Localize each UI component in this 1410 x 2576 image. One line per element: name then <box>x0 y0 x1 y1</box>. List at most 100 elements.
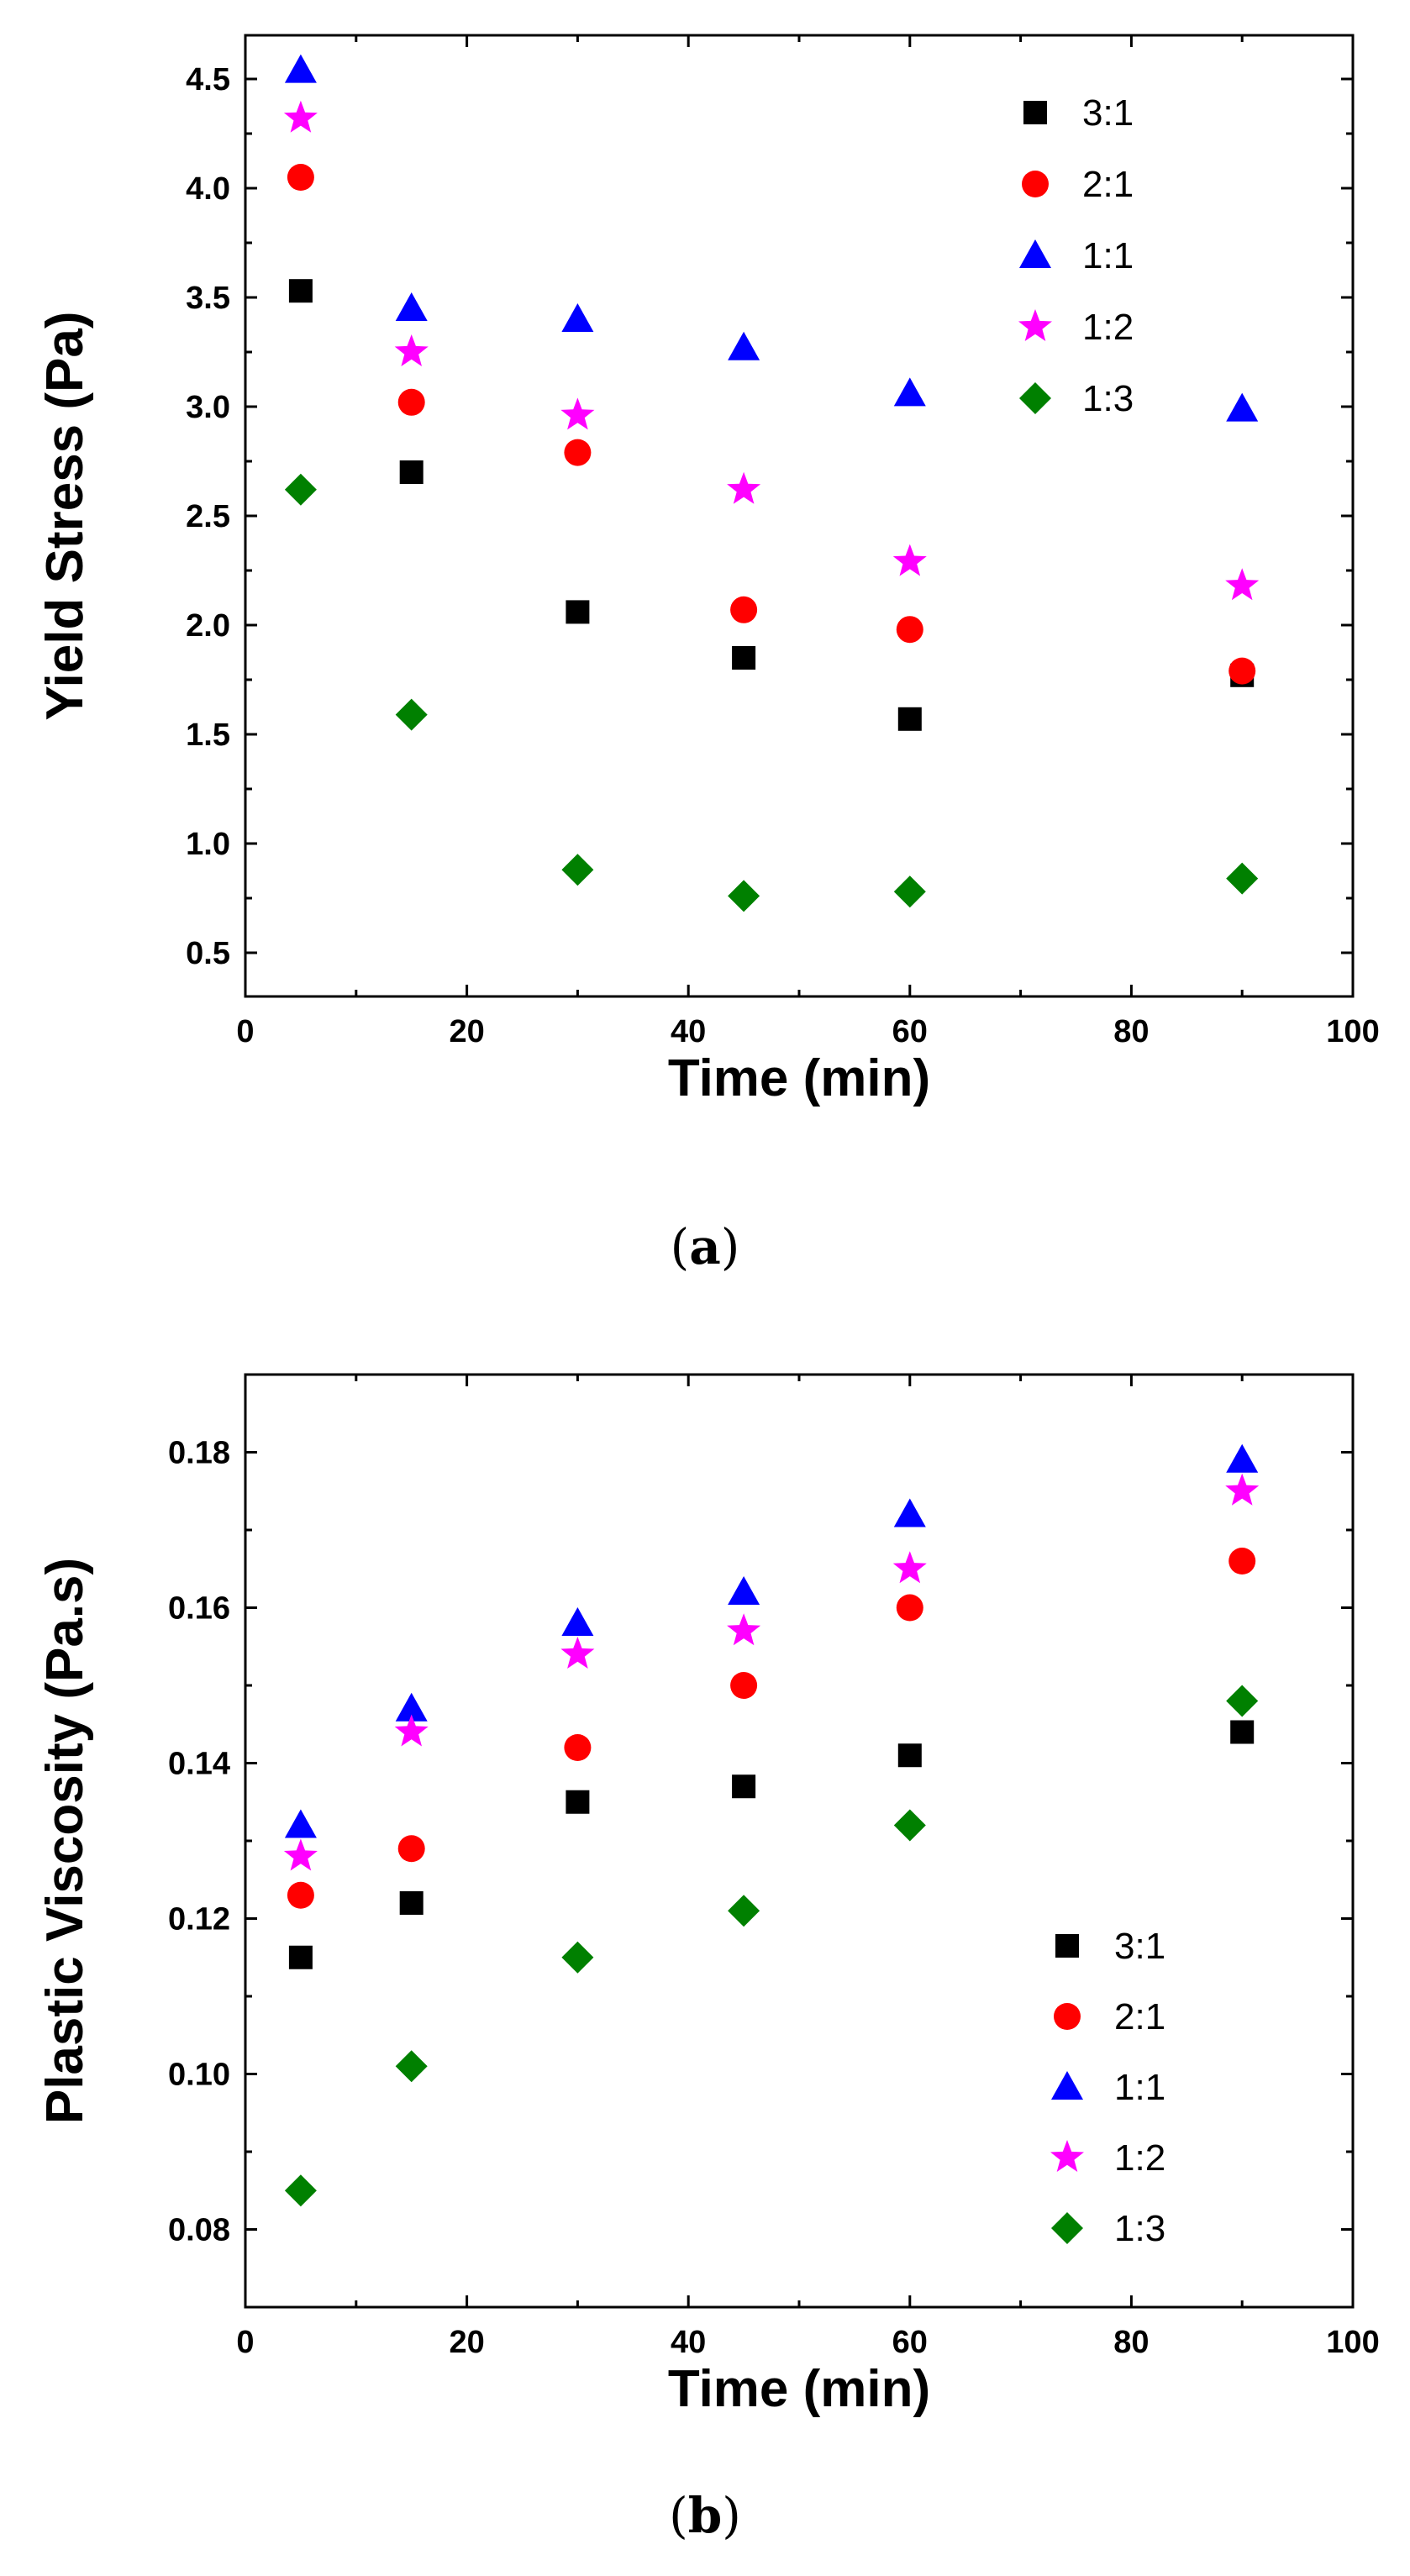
chart-b-point <box>1230 1720 1255 1744</box>
chart-a-x-axis: 0 20 40 60 80 100 <box>236 35 1380 1049</box>
caption-b-open: ( <box>669 2487 688 2544</box>
chart-a-point <box>283 100 318 133</box>
chart-b-legend-label: 1:1 <box>1114 2067 1165 2108</box>
chart-b-legend-label: 3:1 <box>1114 1926 1165 1967</box>
chart-b-y-tick-label: 0.16 <box>168 1591 230 1627</box>
chart-a-x-tick-label: 60 <box>892 1014 928 1049</box>
chart-a-y-tick-label: 3.5 <box>186 281 230 316</box>
chart-a-y-tick-label: 1.5 <box>186 718 230 753</box>
chart-a-legend-label: 1:1 <box>1082 235 1134 276</box>
chart-a-legend-label: 2:1 <box>1082 164 1134 205</box>
caption-b: (b) <box>0 2487 1410 2544</box>
chart-b-point <box>566 1790 590 1814</box>
chart-b-x-tick-label: 60 <box>892 2325 928 2360</box>
chart-a-legend-marker <box>1022 171 1049 197</box>
chart-b-legend-marker <box>1050 2140 1084 2172</box>
chart-a-point <box>1228 657 1256 685</box>
chart-b-point <box>395 2050 428 2083</box>
chart-a-point <box>394 334 429 366</box>
chart-a-point <box>560 397 595 430</box>
chart-b-series-3:1 <box>288 1720 1255 1969</box>
chart-b-point <box>397 1835 425 1863</box>
caption-a-close: ) <box>720 1218 740 1275</box>
chart-a-y-tick-label: 2.5 <box>186 499 230 534</box>
chart-a-x-tick-label: 20 <box>449 1014 484 1049</box>
chart-a-y-axis-title: Yield Stress (Pa) <box>36 311 94 720</box>
chart-b-series-1:2 <box>283 1473 1260 1871</box>
chart-b-y-axis: 0.08 0.10 0.12 0.14 0.16 0.18 <box>168 1373 1353 2248</box>
caption-a-open: ( <box>670 1218 690 1275</box>
chart-b-legend-marker <box>1054 2003 1081 2030</box>
chart-b-x-tick-label: 20 <box>449 2325 484 2360</box>
chart-a-plot-frame <box>244 34 1355 998</box>
chart-a-series-1:3 <box>284 473 1259 912</box>
chart-a-point <box>728 880 760 912</box>
chart-a-point <box>566 600 590 624</box>
chart-a-legend-label: 1:2 <box>1082 307 1134 348</box>
chart-b-point <box>892 1551 927 1584</box>
chart-a-point <box>397 388 425 416</box>
chart-b-x-axis: 0 20 40 60 80 100 <box>236 1375 1380 2360</box>
chart-b-y-tick-label: 0.14 <box>168 1747 230 1782</box>
chart-a-y-axis: 0.5 1.0 1.5 2.0 2.5 3.0 3.5 4.0 4.5 <box>186 62 1353 971</box>
chart-b-y-tick-label: 0.10 <box>168 2058 230 2093</box>
chart-b-point <box>394 1714 429 1747</box>
chart-b-point <box>283 1838 318 1871</box>
chart-b-legend: 3:1 2:1 1:1 1:2 1:3 <box>1050 1926 1165 2249</box>
chart-a-series-1:2 <box>283 100 1260 601</box>
chart-a-point <box>399 460 424 484</box>
chart-a-point <box>896 616 923 644</box>
chart-a-point <box>893 875 926 908</box>
caption-b-letter: b <box>687 2487 723 2544</box>
chart-a-legend-label: 1:3 <box>1082 378 1134 419</box>
chart-b-y-axis-title: Plastic Viscosity (Pa.s) <box>36 1558 94 2124</box>
chart-b-point <box>896 1594 923 1622</box>
chart-a-point <box>561 303 594 332</box>
chart-a-point <box>284 473 317 506</box>
chart-b-series-2:1 <box>287 1548 1256 1909</box>
chart-a-point <box>284 54 317 83</box>
chart-b-point <box>728 1895 760 1927</box>
chart-a-legend-marker <box>1023 101 1047 124</box>
chart-b-point <box>893 1809 926 1842</box>
chart-a-x-tick-label: 0 <box>236 1014 254 1049</box>
chart-b-y-tick-label: 0.18 <box>168 1436 230 1471</box>
chart-a-x-axis-title: Time (min) <box>668 1049 930 1107</box>
chart-a-point <box>287 164 314 191</box>
chart-a-y-tick-label: 4.0 <box>186 171 230 207</box>
chart-b-point <box>727 1613 761 1646</box>
chart-a-point <box>893 377 926 407</box>
chart-b-x-axis-title: Time (min) <box>668 2360 930 2418</box>
chart-b-point <box>395 1692 428 1722</box>
chart-b-point <box>1226 1685 1259 1717</box>
chart-a-point <box>1226 392 1259 422</box>
chart-a-x-tick-label: 40 <box>671 1014 706 1049</box>
chart-b-point <box>893 1498 926 1527</box>
chart-b-point <box>564 1734 592 1761</box>
chart-b-point <box>284 2174 317 2207</box>
chart-b-point <box>288 1945 313 1969</box>
caption-a: (a) <box>0 1218 1410 1275</box>
chart-a-legend-marker <box>1019 239 1051 268</box>
chart-b-point <box>897 1743 922 1768</box>
chart-a-y-tick-label: 0.5 <box>186 936 230 971</box>
chart-b-legend-marker <box>1051 2212 1083 2244</box>
chart-b-point <box>560 1637 595 1669</box>
chart-b-series-1:3 <box>284 1685 1259 2207</box>
chart-a-point <box>395 292 428 321</box>
chart-a-point <box>564 439 592 466</box>
chart-b-legend-label: 1:2 <box>1114 2137 1165 2179</box>
chart-a-point <box>1226 862 1259 895</box>
chart-a-series-2:1 <box>287 164 1256 685</box>
chart-b-x-tick-label: 0 <box>236 2325 254 2360</box>
chart-a-legend-marker <box>1019 382 1051 414</box>
chart-a-point <box>730 596 758 623</box>
chart-b-x-tick-label: 100 <box>1326 2325 1379 2360</box>
chart-b-legend-label: 1:3 <box>1114 2208 1165 2249</box>
chart-b-y-tick-label: 0.12 <box>168 1902 230 1937</box>
chart-b-legend-label: 2:1 <box>1114 1996 1165 2037</box>
chart-b-point <box>1226 1443 1259 1473</box>
chart-a-legend-label: 3:1 <box>1082 92 1134 134</box>
chart-b-point <box>1228 1548 1256 1575</box>
